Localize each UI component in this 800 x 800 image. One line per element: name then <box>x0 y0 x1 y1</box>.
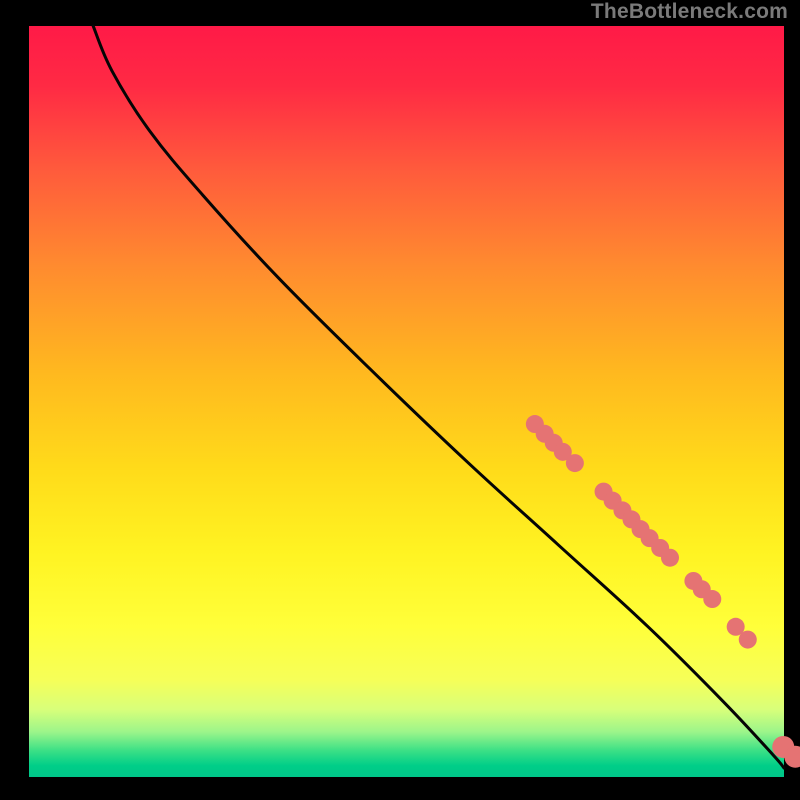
bottleneck-chart <box>0 0 800 800</box>
data-marker <box>661 549 679 567</box>
data-marker <box>703 590 721 608</box>
plot-background <box>29 26 784 777</box>
data-marker <box>566 454 584 472</box>
source-attribution: TheBottleneck.com <box>591 0 788 24</box>
data-marker <box>739 631 757 649</box>
